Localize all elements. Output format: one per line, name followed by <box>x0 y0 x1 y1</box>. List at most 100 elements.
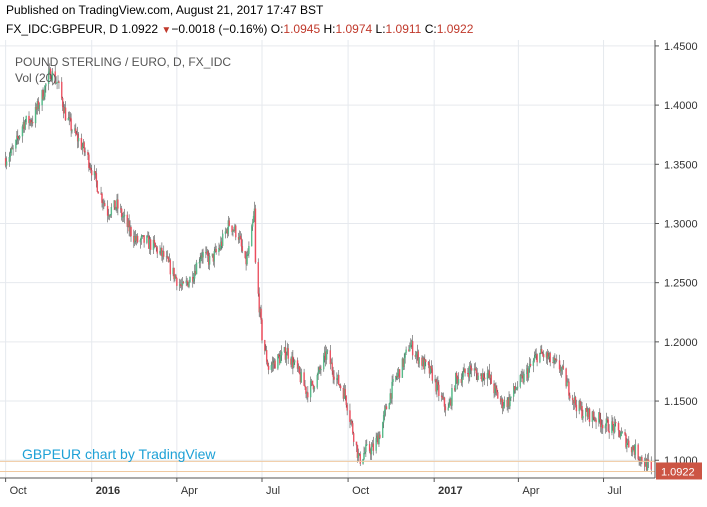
candle-body <box>409 347 411 352</box>
candle-body <box>541 349 543 354</box>
candle-body <box>382 422 384 438</box>
time-axis[interactable]: Oct 2016 Apr Jul Oct 2017 Apr Jul <box>5 478 622 497</box>
candle-body <box>280 355 282 364</box>
candle-body <box>488 370 491 379</box>
candle-body <box>285 355 288 360</box>
candle-body <box>385 406 388 410</box>
candle-body <box>425 359 427 363</box>
candle-body <box>244 251 246 258</box>
candle-body <box>611 421 613 433</box>
candle-body <box>448 404 450 408</box>
candle-body <box>44 85 46 97</box>
candle-body <box>355 441 358 446</box>
candle-body <box>585 408 587 417</box>
candle-body <box>556 359 558 361</box>
published-line: Published on TradingView.com, August 21,… <box>6 3 323 17</box>
candle-body <box>163 251 165 257</box>
candle-body <box>542 353 544 355</box>
candle-body <box>195 262 198 275</box>
candle-body <box>246 254 248 265</box>
candle-body <box>346 404 348 411</box>
candle-body <box>411 341 414 356</box>
time-tick-label: Oct <box>10 485 27 497</box>
candle-body <box>571 397 574 401</box>
candle-body <box>284 347 287 360</box>
last-price-badge-bg <box>656 462 702 480</box>
candle-body <box>554 358 556 361</box>
candle-body <box>95 173 98 182</box>
candle-body <box>626 442 628 448</box>
candle-body <box>484 377 486 380</box>
candle-body <box>599 412 601 420</box>
candle-body <box>547 356 550 359</box>
price-tick-label: 1.3000 <box>664 218 698 230</box>
candle-body <box>94 171 97 174</box>
candle-body <box>632 446 635 450</box>
candle-body <box>96 181 99 192</box>
candle-body <box>405 349 407 353</box>
candle-body <box>329 350 332 365</box>
chart-container[interactable]: 1.4500 1.4000 1.3500 1.3000 1.2500 1.2000 1.15… <box>0 40 707 502</box>
candle-body <box>155 246 157 248</box>
candle-body <box>34 106 37 124</box>
last-price-badge: 1.0922 <box>656 462 702 480</box>
candle-body <box>311 380 314 386</box>
candle-body <box>287 348 289 359</box>
candle-body <box>54 71 56 84</box>
candle-body <box>447 407 449 411</box>
candle-body <box>475 369 477 374</box>
candle-body <box>391 381 393 399</box>
candle-body <box>358 453 361 455</box>
candle-body <box>621 432 623 434</box>
price-axis[interactable]: 1.4500 1.4000 1.3500 1.3000 1.2500 1.2000 1.15… <box>655 41 698 467</box>
candle-body <box>516 386 519 389</box>
candle-body <box>114 200 116 210</box>
candle-body <box>313 387 316 390</box>
candle-body <box>372 443 375 451</box>
candle-body <box>579 401 581 409</box>
candle-body <box>317 371 319 376</box>
candle-body <box>121 216 124 218</box>
candle-body <box>581 406 583 419</box>
candle-body <box>519 375 521 387</box>
candle-body <box>69 117 71 119</box>
candle-body <box>293 362 295 368</box>
candle-body <box>349 410 351 422</box>
candle-body <box>169 260 171 275</box>
candle-body <box>198 262 201 264</box>
price-chart[interactable]: 1.4500 1.4000 1.3500 1.3000 1.2500 1.2000 1.15… <box>0 40 707 502</box>
candle-body <box>462 371 464 378</box>
candle-body <box>490 375 492 384</box>
price-tick-label: 1.4000 <box>664 100 698 112</box>
candle-body <box>515 388 518 390</box>
candle-body <box>280 351 283 356</box>
candle-body <box>77 138 80 142</box>
candle-body <box>18 136 21 139</box>
candle-body <box>404 352 406 358</box>
open-label: O: <box>270 22 284 36</box>
time-tick-label: 2017 <box>438 485 462 497</box>
candle-body <box>136 235 139 243</box>
time-tick-label: Apr <box>181 485 198 497</box>
open-value: 1.0945 <box>283 22 321 36</box>
candle-body <box>427 361 430 366</box>
candle-body <box>527 368 530 378</box>
candle-body <box>88 154 90 168</box>
candle-body <box>47 71 50 85</box>
candle-body <box>438 384 440 396</box>
candle-body <box>528 364 531 369</box>
candle-body <box>199 258 201 263</box>
candle-body <box>569 395 571 399</box>
candle-body <box>378 434 380 445</box>
candle-body <box>106 205 109 216</box>
candle-body <box>248 246 250 254</box>
candle-body <box>617 423 620 431</box>
candle-body <box>305 386 307 394</box>
candle-body <box>546 352 549 359</box>
candle-body <box>574 397 577 406</box>
candle-body <box>61 98 64 108</box>
price-change: −0.0018 (−0.16%) <box>171 22 268 36</box>
candle-body <box>607 419 609 432</box>
chart-background <box>0 40 707 502</box>
candle-body <box>90 170 93 176</box>
